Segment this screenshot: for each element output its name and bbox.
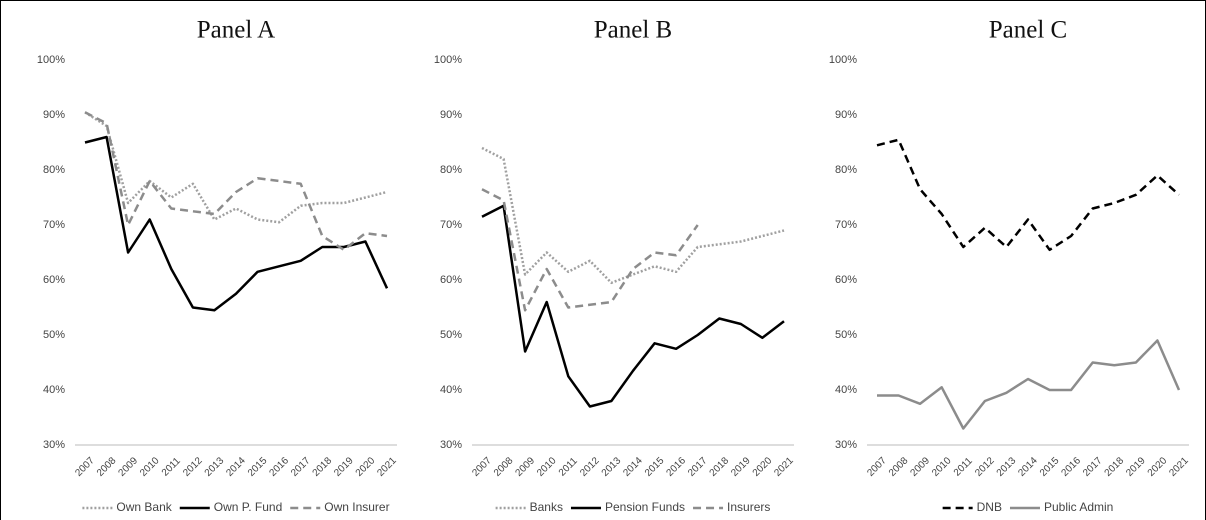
x-tick-label: 2011 [557,455,580,478]
x-tick-label: 2015 [246,455,270,479]
panel-title: Panel A [197,17,275,44]
x-tick-label: 2011 [160,455,183,478]
x-tick-label: 2021 [772,455,796,479]
legend-label: Own P. Fund [214,500,282,514]
x-tick-label: 2011 [952,455,975,478]
x-tick-label: 2010 [535,455,559,479]
x-tick-label: 2017 [686,455,710,479]
x-tick-label: 2017 [1081,455,1105,479]
x-tick-label: 2008 [95,455,119,479]
y-tick-label: 50% [440,329,462,341]
x-tick-label: 2012 [181,455,205,479]
legend-label: Pension Funds [605,500,685,514]
x-tick-label: 2018 [311,455,335,479]
series-line [84,111,388,252]
x-tick-label: 2012 [578,455,602,479]
x-tick-label: 2019 [729,455,753,479]
x-tick-label: 2007 [470,455,494,479]
series-line [481,188,699,312]
y-tick-label: 100% [37,54,65,66]
y-tick-label: 90% [440,109,462,121]
y-tick-label: 80% [440,164,462,176]
y-tick-label: 50% [43,329,65,341]
x-tick-label: 2018 [708,455,732,479]
y-tick-label: 40% [835,384,857,396]
x-tick-label: 2015 [1038,455,1062,479]
x-tick-label: 2009 [513,455,537,479]
y-tick-label: 70% [43,219,65,231]
legend-label: Own Bank [116,500,172,514]
x-tick-label: 2014 [1016,455,1040,479]
y-tick-label: 90% [43,109,65,121]
x-tick-label: 2010 [930,455,954,479]
x-tick-label: 2014 [224,455,248,479]
x-tick-label: 2016 [664,455,688,479]
x-tick-label: 2021 [375,455,399,479]
y-tick-label: 80% [835,164,857,176]
x-tick-label: 2013 [995,455,1019,479]
x-tick-label: 2009 [908,455,932,479]
x-tick-label: 2008 [492,455,516,479]
y-tick-label: 30% [43,439,65,451]
x-tick-label: 2010 [138,455,162,479]
x-tick-label: 2016 [1059,455,1083,479]
series-line [876,138,1180,252]
x-tick-label: 2018 [1103,455,1127,479]
y-tick-label: 40% [440,384,462,396]
legend-label: Own Insurer [324,500,389,514]
y-tick-label: 60% [43,274,65,286]
x-tick-label: 2019 [1124,455,1148,479]
panel-title: Panel B [594,17,672,44]
x-tick-label: 2021 [1167,455,1191,479]
y-tick-label: 90% [835,109,857,121]
legend: Banks Pension Funds Insurers [495,500,770,514]
y-tick-label: 30% [440,439,462,451]
x-tick-label: 2013 [203,455,227,479]
y-tick-label: 40% [43,384,65,396]
x-tick-label: 2007 [865,455,889,479]
y-tick-label: 100% [829,54,857,66]
legend: DNB Public Admin [942,500,1113,514]
y-tick-label: 60% [835,274,857,286]
y-tick-label: 60% [440,274,462,286]
x-tick-label: 2020 [1146,455,1170,479]
x-tick-label: 2014 [621,455,645,479]
series-line [481,146,785,285]
x-tick-label: 2008 [887,455,911,479]
x-tick-label: 2017 [289,455,313,479]
x-tick-label: 2019 [332,455,356,479]
x-tick-label: 2012 [973,455,997,479]
legend-label: DNB [977,500,1002,514]
y-tick-label: 70% [440,219,462,231]
y-tick-label: 70% [835,219,857,231]
series-line [877,339,1181,430]
y-tick-label: 100% [434,54,462,66]
series-line [84,111,388,224]
legend-label: Insurers [727,500,770,514]
y-tick-label: 80% [43,164,65,176]
x-tick-label: 2015 [643,455,667,479]
panel-title: Panel C [989,17,1067,44]
x-tick-label: 2013 [600,455,624,479]
legend: Own Bank Own P. Fund Own Insurer [82,500,390,514]
x-tick-label: 2020 [354,455,378,479]
y-tick-label: 30% [835,439,857,451]
series-line [481,204,785,408]
legend-label: Public Admin [1044,500,1113,514]
legend-label: Banks [530,500,563,514]
x-tick-label: 2007 [73,455,97,479]
series-line [84,135,389,312]
y-tick-label: 50% [835,329,857,341]
x-tick-label: 2016 [267,455,291,479]
x-tick-label: 2009 [116,455,140,479]
x-tick-label: 2020 [751,455,775,479]
